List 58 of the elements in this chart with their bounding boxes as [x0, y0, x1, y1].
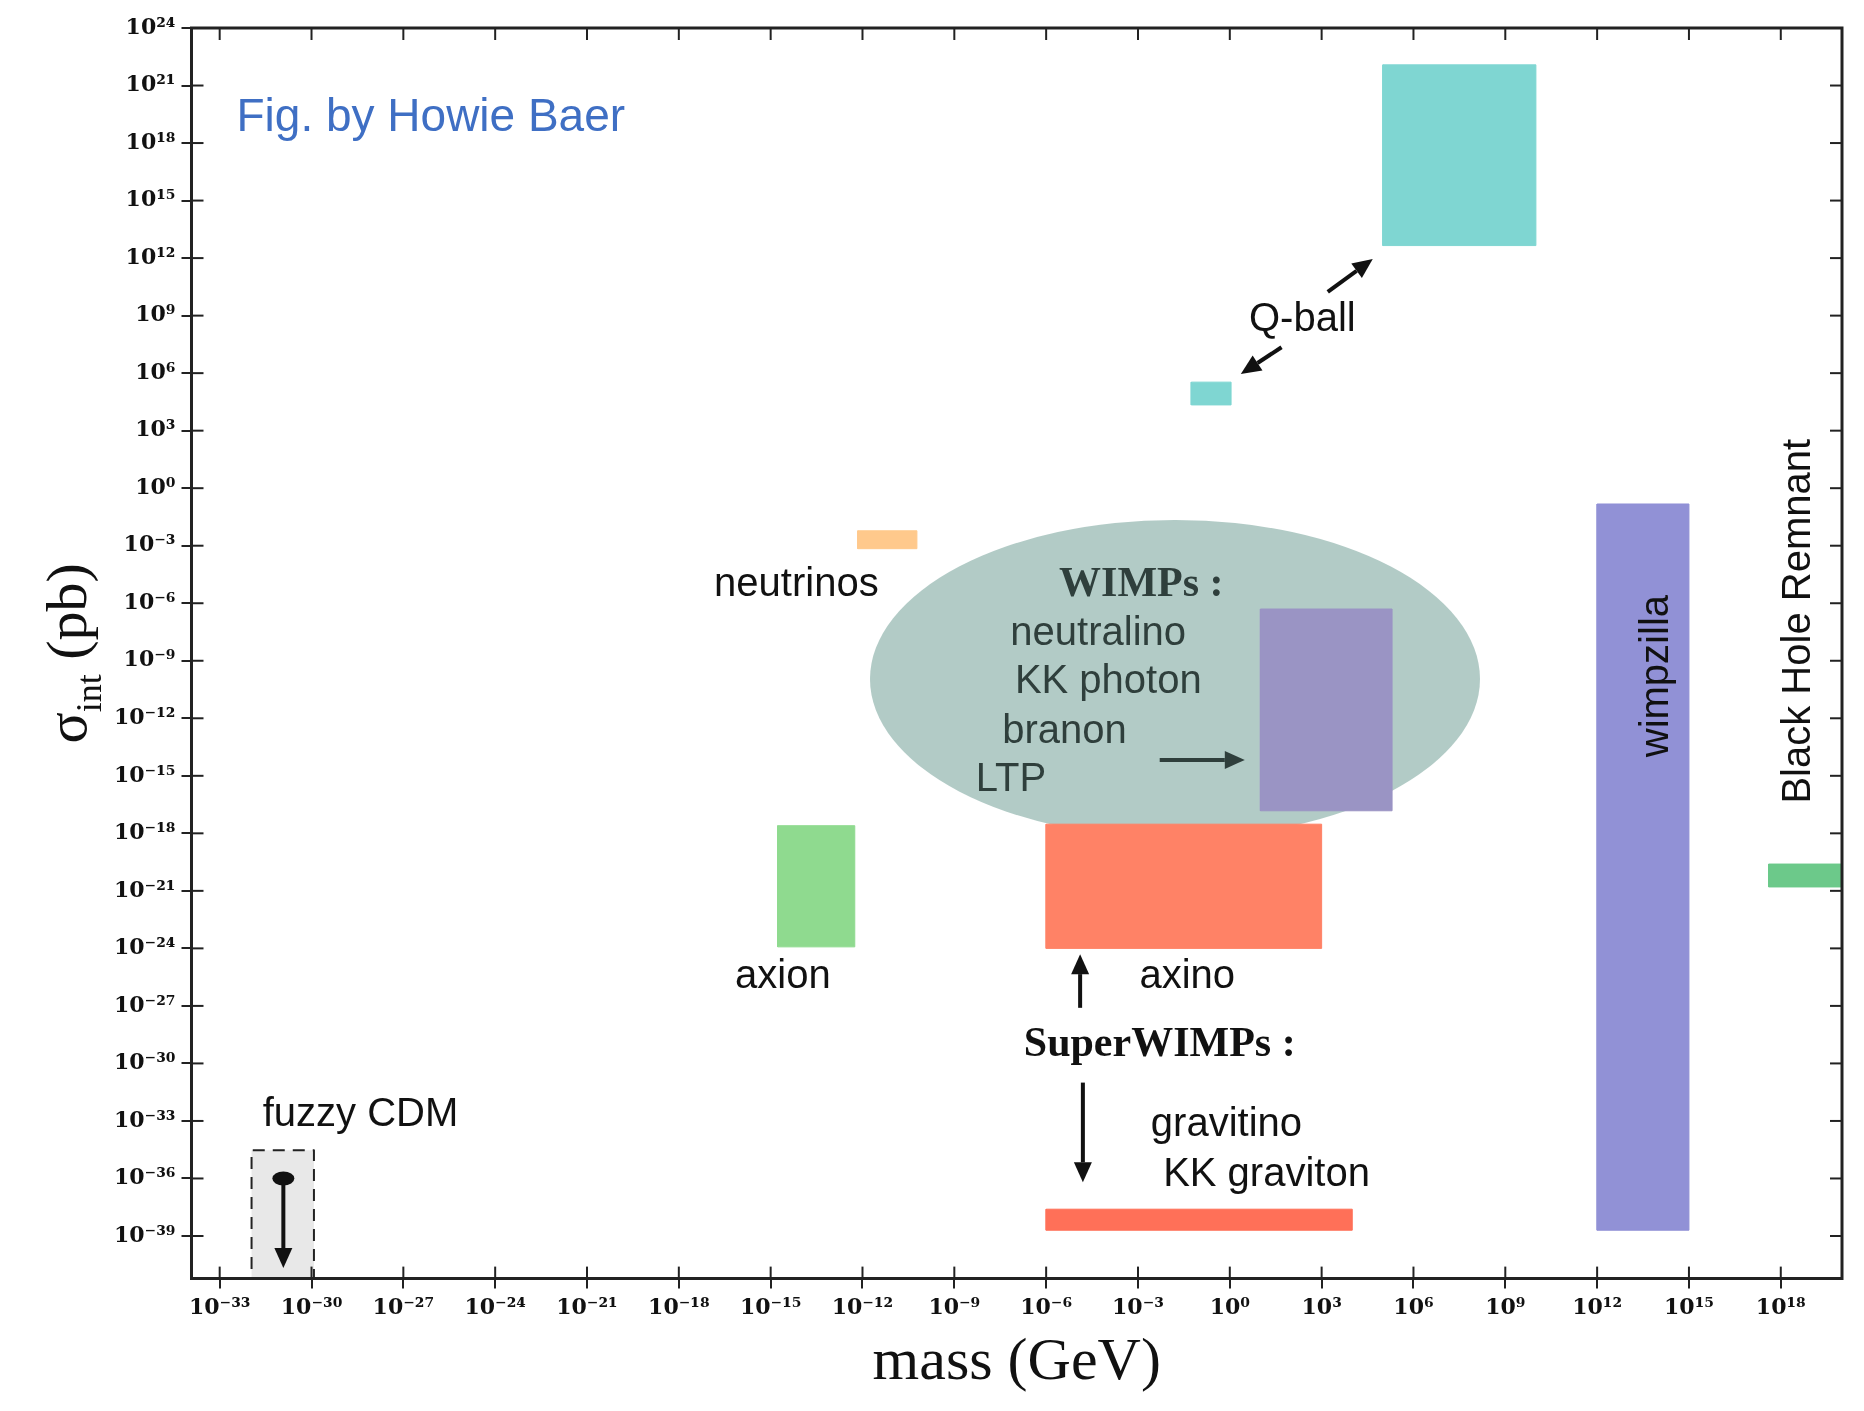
x-axis-title: mass (GeV): [872, 1325, 1161, 1392]
y-tick-label: 10⁻³⁶: [114, 1163, 176, 1190]
annotation: axino: [1139, 952, 1236, 997]
x-tick-label: 10¹⁵: [1664, 1292, 1714, 1319]
annotation: gravitino: [1150, 1099, 1303, 1144]
y-tick-label: 10⁻⁹: [123, 645, 176, 672]
x-tick-label: 10⁻²¹: [556, 1292, 618, 1319]
y-tick-label: 10⁻¹⁵: [114, 760, 176, 787]
y-tick-label: 10⁻²¹: [114, 875, 176, 902]
y-tick-label: 10¹⁵: [125, 185, 176, 212]
x-tick-label: 10⁰: [1209, 1292, 1251, 1319]
y-tick-label: 10⁻³: [123, 530, 176, 557]
annotation: KK graviton: [1163, 1149, 1370, 1194]
x-tick-label: 10³: [1301, 1292, 1342, 1319]
x-tick-label: 10⁶: [1393, 1292, 1434, 1319]
x-tick-label: 10⁹: [1485, 1292, 1526, 1319]
y-tick-label: 10³: [135, 415, 176, 442]
y-tick-label: 10⁻²⁴: [114, 933, 176, 960]
y-tick-label: 10⁻¹⁸: [114, 818, 176, 845]
x-tick-label: 10⁻¹⁵: [739, 1292, 802, 1319]
x-tick-label: 10⁻⁶: [1020, 1292, 1073, 1319]
annotation: LTP: [975, 754, 1047, 799]
annotation: branon: [1002, 706, 1127, 751]
annotation: KK photon: [1014, 656, 1202, 701]
y-tick-label: 10⁻³⁹: [114, 1220, 176, 1247]
x-tick-label: 10¹⁸: [1755, 1292, 1806, 1319]
y-tick-label: 10⁻⁶: [123, 587, 176, 614]
annotation: neutrinos: [714, 560, 879, 605]
x-tick-label: 10⁻³: [1112, 1292, 1164, 1319]
y-tick-label: 10²⁴: [125, 12, 176, 39]
y-tick-label: 10⁻³⁰: [114, 1048, 176, 1075]
annotation: SuperWIMPs :: [1023, 1019, 1296, 1066]
y-tick-label: 10⁻³³: [114, 1105, 176, 1132]
annotation: fuzzy CDM: [262, 1090, 459, 1135]
y-tick-label: 10⁶: [135, 357, 176, 384]
x-tick-label: 10⁻¹⁸: [648, 1292, 710, 1319]
x-tick-label: 10⁻³³: [188, 1292, 251, 1319]
y-tick-label: 10²¹: [125, 70, 176, 97]
x-tick-label: 10⁻²⁷: [372, 1292, 435, 1319]
annotation: Black Hole Remnant: [1774, 438, 1819, 804]
x-tick-label: 10⁻³⁰: [280, 1292, 343, 1319]
annotation: Q-ball: [1249, 295, 1356, 340]
y-tick-label: 10¹²: [125, 242, 176, 269]
y-tick-label: 10⁻¹²: [114, 703, 176, 729]
annotation: axion: [735, 952, 831, 997]
y-tick-label: 10⁹: [135, 300, 176, 327]
y-axis-title: σint (pb): [34, 563, 109, 744]
x-tick-label: 10⁻⁹: [928, 1292, 981, 1319]
annotation: wimpzilla: [1631, 594, 1676, 759]
annotation: neutralino: [1010, 608, 1187, 653]
x-tick-label: 10⁻²⁴: [464, 1292, 526, 1319]
y-tick-label: 10⁰: [135, 472, 176, 499]
y-tick-label: 10¹⁸: [125, 127, 176, 154]
x-tick-label: 10¹²: [1572, 1292, 1623, 1319]
annotation: Fig. by Howie Baer: [236, 88, 626, 141]
y-tick-label: 10⁻²⁷: [114, 990, 176, 1017]
x-tick-label: 10⁻¹²: [831, 1292, 894, 1319]
annotation: WIMPs :: [1059, 558, 1224, 605]
